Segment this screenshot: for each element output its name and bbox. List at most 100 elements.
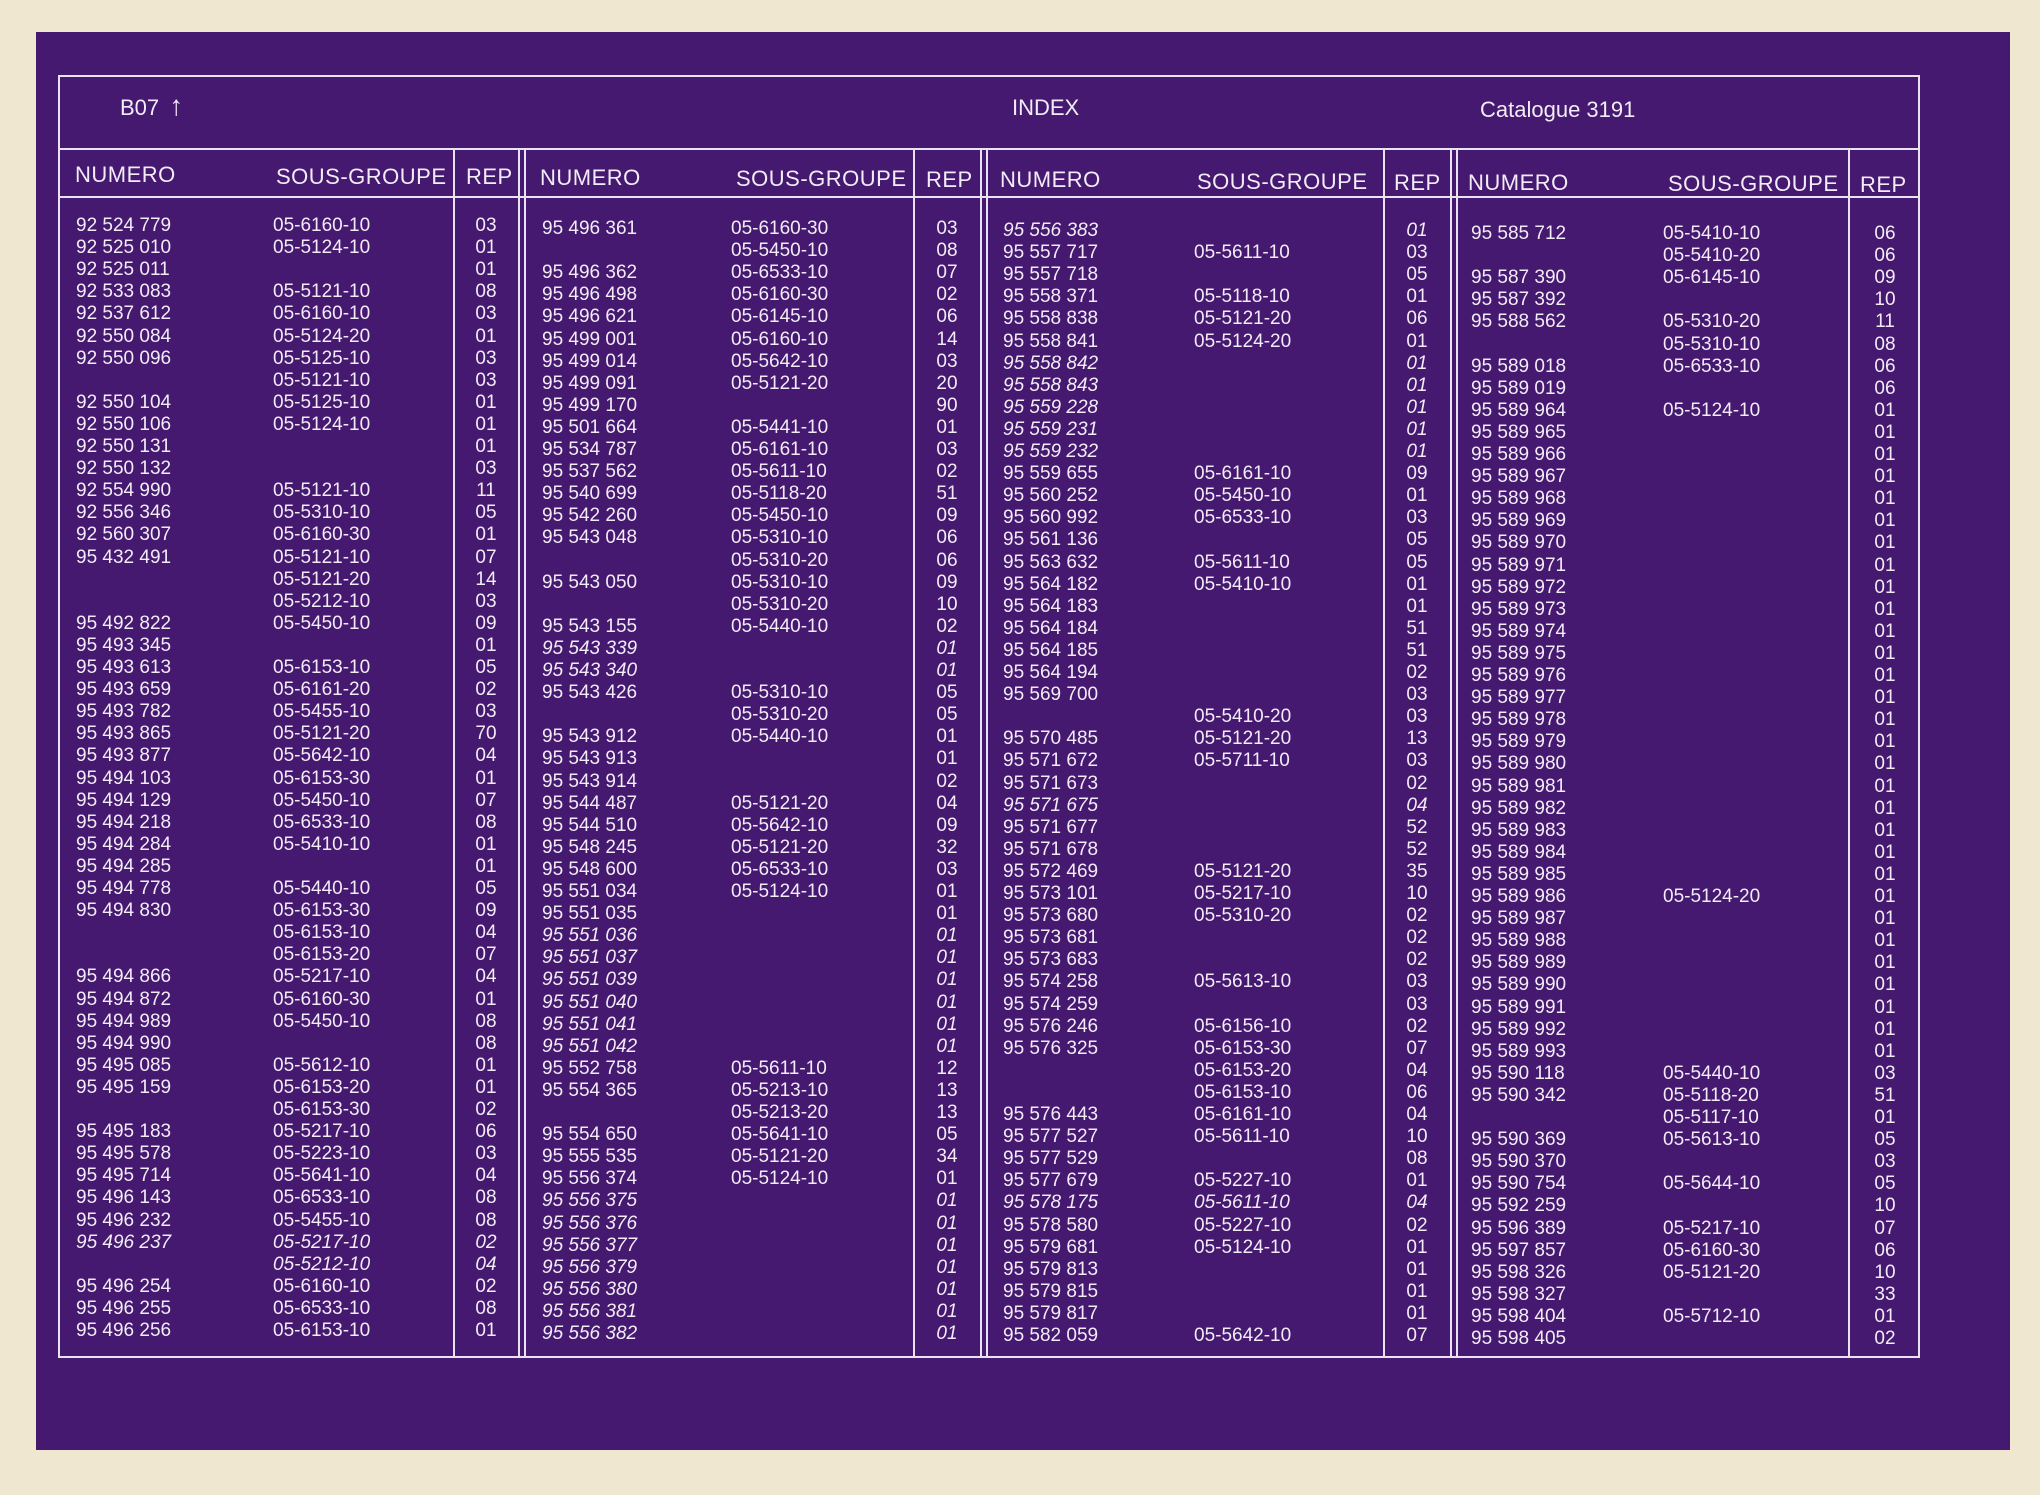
rep-cell: 10 (1874, 289, 1896, 311)
part-number-cell: 95 571 677 (1003, 816, 1099, 838)
rep-cell: 13 (936, 1102, 958, 1123)
part-number-cell: 92 550 132 (76, 458, 172, 480)
sous-groupe-cell: 05-5310-10 (731, 527, 829, 549)
part-number-cell: 95 548 600 (542, 858, 638, 880)
sous-groupe-cell: 05-5410-20 (1663, 245, 1761, 267)
rep-cell: 01 (1874, 687, 1896, 709)
rep-cell: 08 (936, 240, 958, 262)
rep-cell: 52 (1406, 838, 1428, 860)
part-number-cell: 95 554 650 (542, 1124, 638, 1146)
sous-groupe-cell: 05-5611-10 (731, 461, 827, 483)
rep-cell: 01 (1874, 996, 1896, 1018)
sous-groupe-cell: 05-5121-20 (1663, 1261, 1761, 1283)
sous-groupe-cell: 05-5212-10 (273, 1253, 371, 1275)
rep-cell: 01 (936, 1035, 958, 1057)
rep-cell: 09 (1406, 463, 1428, 485)
part-number-cell: 95 534 787 (542, 439, 638, 460)
rep-cell: 01 (936, 1278, 958, 1300)
rep-cell: 01 (1406, 573, 1428, 595)
sous-groupe-cell: 05-5121-10 (273, 281, 371, 303)
part-number-cell: 95 589 976 (1471, 665, 1567, 686)
part-number-cell: 95 556 380 (542, 1278, 638, 1300)
part-number-cell: 95 598 327 (1471, 1283, 1567, 1305)
sous-groupe-cell: 05-5121-20 (1194, 860, 1292, 882)
part-number-cell: 95 543 426 (542, 682, 638, 704)
part-number-cell: 95 496 256 (76, 1320, 172, 1341)
rep-cell: 02 (475, 679, 497, 701)
part-number-cell: 95 563 632 (1003, 551, 1099, 573)
part-number-cell: 95 589 972 (1471, 576, 1567, 598)
rep-cell: 01 (475, 413, 497, 435)
part-number-cell: 92 550 084 (76, 325, 172, 347)
part-number-cell: 95 571 673 (1003, 772, 1099, 794)
sous-groupe-cell: 05-5212-10 (273, 590, 371, 612)
sous-groupe-cell: 05-5217-10 (1194, 883, 1292, 904)
rep-header: REP (926, 167, 973, 192)
rep-cell: 10 (1406, 1126, 1428, 1148)
sous-groupe-cell: 05-5410-10 (1194, 573, 1292, 595)
part-number-cell: 95 589 993 (1471, 1040, 1567, 1062)
rep-cell: 01 (936, 881, 958, 902)
part-number-cell: 92 550 104 (76, 391, 172, 413)
sous-groupe-cell: 05-5641-10 (273, 1165, 371, 1187)
rep-cell: 05 (1406, 551, 1428, 573)
part-number-cell: 95 574 258 (1003, 971, 1099, 993)
part-number-cell: 95 494 778 (76, 878, 172, 899)
rep-cell: 32 (936, 836, 958, 858)
sous-groupe-cell: 05-5440-10 (731, 615, 829, 637)
part-number-cell: 95 493 345 (76, 634, 172, 656)
part-number-cell: 95 493 782 (76, 701, 172, 723)
part-number-cell: 95 543 339 (542, 637, 638, 659)
sous-groupe-cell: 05-5310-10 (731, 682, 829, 704)
rep-cell: 03 (936, 218, 958, 239)
part-number-cell: 95 585 712 (1471, 223, 1567, 244)
sous-groupe-cell: 05-6160-30 (273, 988, 371, 1010)
part-number-cell: 95 589 984 (1471, 841, 1567, 863)
sous-groupe-cell: 05-5712-10 (1663, 1305, 1761, 1327)
sous-groupe-cell: 05-5642-10 (1194, 1325, 1292, 1346)
part-number-cell: 95 569 700 (1003, 684, 1099, 706)
sous-groupe-cell: 05-5642-10 (273, 745, 371, 767)
part-number-cell: 95 494 989 (76, 1010, 172, 1032)
rep-cell: 10 (1406, 883, 1428, 904)
rep-cell: 01 (475, 237, 497, 259)
sous-groupe-cell: 05-6533-10 (273, 811, 371, 833)
part-number-cell: 95 494 218 (76, 811, 172, 833)
part-number-cell: 95 551 035 (542, 903, 638, 925)
rep-cell: 01 (1406, 1280, 1428, 1302)
part-number-cell: 95 589 978 (1471, 709, 1567, 731)
numero-header: NUMERO (1000, 167, 1101, 192)
part-number-cell: 95 589 974 (1471, 620, 1567, 642)
part-number-cell: 95 554 365 (542, 1079, 638, 1101)
part-number-cell: 95 590 342 (1471, 1084, 1567, 1106)
rep-cell: 02 (475, 1099, 497, 1120)
part-number-cell: 95 551 042 (542, 1035, 638, 1057)
part-number-cell: 95 589 981 (1471, 775, 1567, 797)
part-number-cell: 95 559 231 (1003, 418, 1099, 440)
part-number-cell: 95 542 260 (542, 505, 638, 527)
sous-groupe-cell: 05-5611-10 (1194, 551, 1290, 573)
index-sheet (36, 32, 2010, 1450)
rep-cell: 08 (475, 1032, 497, 1054)
rep-cell: 02 (1406, 1015, 1428, 1037)
sous-groupe-cell: 05-6533-10 (731, 262, 829, 284)
part-number-cell: 95 589 979 (1471, 731, 1567, 753)
rep-cell: 02 (1406, 1214, 1428, 1236)
part-number-cell: 95 493 865 (76, 723, 172, 745)
sous-groupe-cell: 05-5450-10 (273, 1010, 371, 1032)
sous-groupe-cell: 05-5121-20 (731, 372, 829, 394)
part-number-cell: 95 496 362 (542, 262, 638, 284)
rep-cell: 04 (475, 922, 497, 944)
sous-groupe-cell: 05-6153-20 (273, 944, 371, 966)
part-number-cell: 95 579 817 (1003, 1302, 1099, 1324)
rep-cell: 03 (1406, 993, 1428, 1015)
sous-groupe-cell: 05-5440-10 (273, 878, 371, 899)
numero-header: NUMERO (75, 162, 176, 187)
rep-cell: 06 (1406, 308, 1428, 330)
part-number-cell: 95 589 982 (1471, 797, 1567, 819)
part-number-cell: 92 524 779 (76, 215, 172, 236)
rep-cell: 09 (475, 900, 497, 922)
sous-groupe-cell: 05-5611-10 (1194, 1192, 1290, 1214)
part-number-cell: 95 432 491 (76, 546, 172, 568)
rep-cell: 01 (475, 988, 497, 1010)
